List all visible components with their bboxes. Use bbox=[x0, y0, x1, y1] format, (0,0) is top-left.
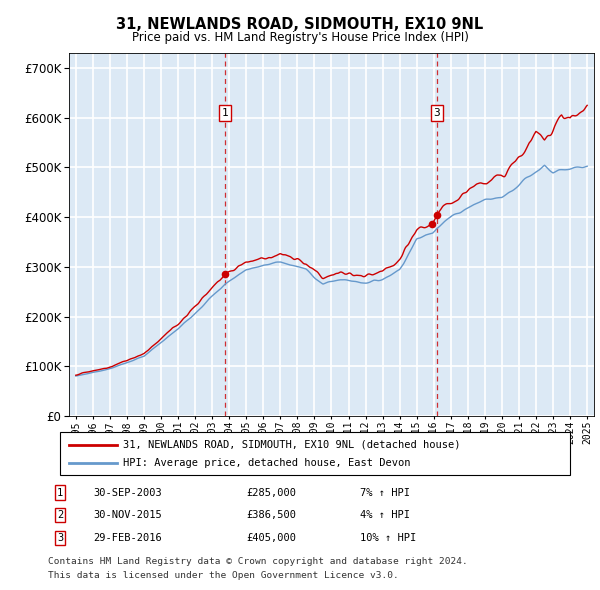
Text: HPI: Average price, detached house, East Devon: HPI: Average price, detached house, East… bbox=[123, 458, 410, 468]
Text: Contains HM Land Registry data © Crown copyright and database right 2024.: Contains HM Land Registry data © Crown c… bbox=[48, 557, 468, 566]
Text: 3: 3 bbox=[433, 108, 440, 118]
Text: 31, NEWLANDS ROAD, SIDMOUTH, EX10 9NL: 31, NEWLANDS ROAD, SIDMOUTH, EX10 9NL bbox=[116, 17, 484, 31]
Text: 3: 3 bbox=[57, 533, 63, 543]
Text: 30-SEP-2003: 30-SEP-2003 bbox=[93, 488, 162, 497]
Text: £386,500: £386,500 bbox=[246, 510, 296, 520]
Text: 1: 1 bbox=[57, 488, 63, 497]
Text: 7% ↑ HPI: 7% ↑ HPI bbox=[360, 488, 410, 497]
Text: 4% ↑ HPI: 4% ↑ HPI bbox=[360, 510, 410, 520]
Text: 31, NEWLANDS ROAD, SIDMOUTH, EX10 9NL (detached house): 31, NEWLANDS ROAD, SIDMOUTH, EX10 9NL (d… bbox=[123, 440, 461, 450]
Text: 1: 1 bbox=[221, 108, 229, 118]
Text: £285,000: £285,000 bbox=[246, 488, 296, 497]
Text: £405,000: £405,000 bbox=[246, 533, 296, 543]
Text: Price paid vs. HM Land Registry's House Price Index (HPI): Price paid vs. HM Land Registry's House … bbox=[131, 31, 469, 44]
Text: 29-FEB-2016: 29-FEB-2016 bbox=[93, 533, 162, 543]
Text: 30-NOV-2015: 30-NOV-2015 bbox=[93, 510, 162, 520]
Text: 2: 2 bbox=[57, 510, 63, 520]
Text: 10% ↑ HPI: 10% ↑ HPI bbox=[360, 533, 416, 543]
Text: This data is licensed under the Open Government Licence v3.0.: This data is licensed under the Open Gov… bbox=[48, 571, 399, 580]
